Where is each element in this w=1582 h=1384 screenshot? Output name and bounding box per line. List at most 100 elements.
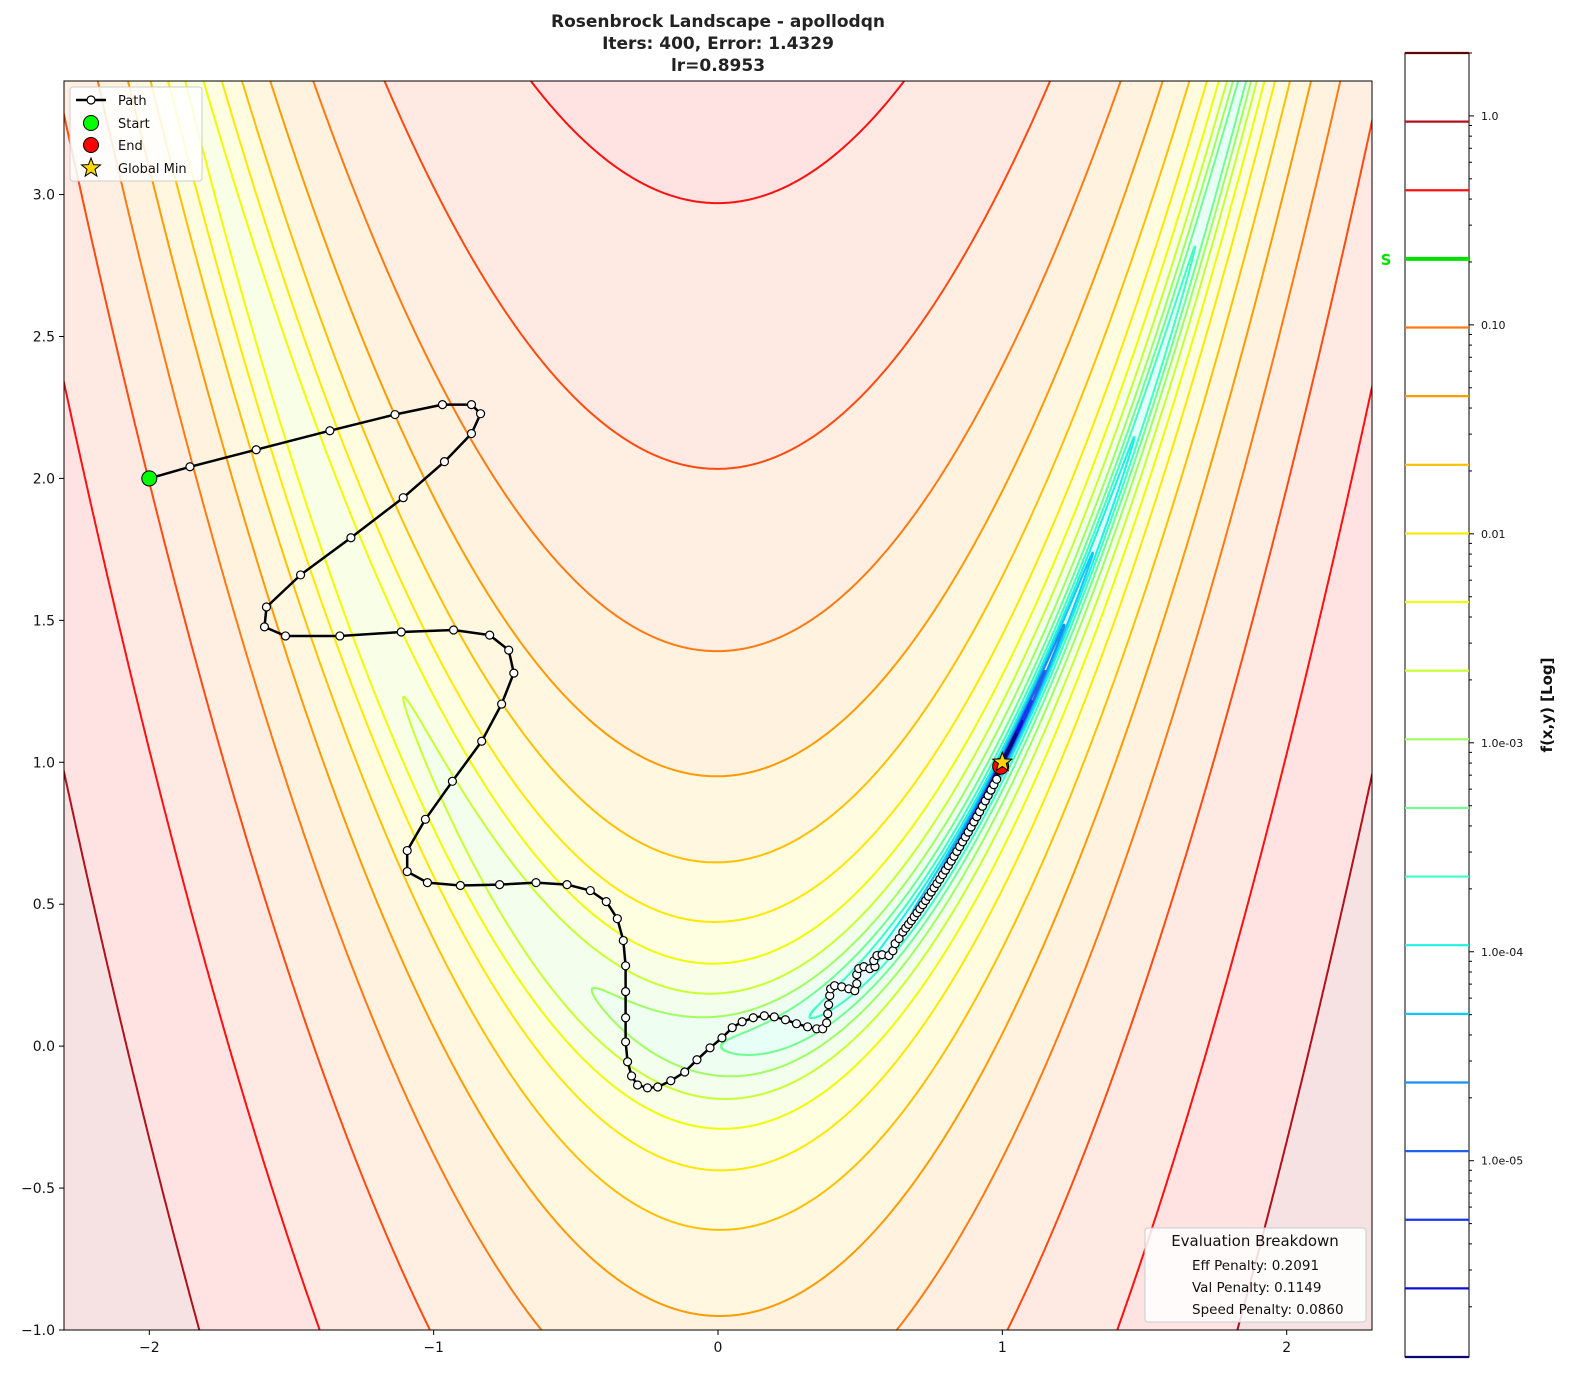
legend-end-marker: [83, 137, 99, 153]
start-marker: [141, 470, 158, 487]
path-point: [185, 462, 195, 472]
path-point: [398, 493, 408, 503]
path-point: [759, 1011, 769, 1021]
contour-line: [96, 81, 1342, 1330]
contour-line: [808, 245, 1197, 1020]
contour-line: [127, 81, 1313, 1317]
path-point: [390, 409, 400, 420]
path-point: [653, 1082, 663, 1092]
path-point: [448, 625, 459, 635]
path-point: [727, 1023, 737, 1033]
path-point: [620, 987, 631, 997]
y-tick-label: 3.0: [33, 188, 55, 204]
path-point: [396, 627, 406, 637]
path-point: [601, 897, 611, 907]
legend-start-label: Start: [118, 117, 150, 132]
contour-line: [184, 81, 1266, 1130]
y-tick-label: 2.5: [33, 329, 55, 345]
contour-line: [64, 110, 1372, 1330]
path-point: [477, 736, 487, 746]
chart-title: Rosenbrock Landscape - apollodqn Iters: …: [551, 12, 885, 76]
colorbar-frame: [1404, 52, 1470, 1358]
path-point: [437, 400, 448, 410]
y-tick-label: 0.5: [33, 897, 55, 913]
colorbar-tick-label: 0.01: [1481, 528, 1506, 541]
contour-fill-base: [185, 81, 1265, 1129]
path-point: [791, 1019, 802, 1029]
path-point: [666, 1076, 676, 1086]
path-point: [620, 1013, 631, 1023]
path-point: [562, 880, 572, 890]
path-point: [447, 776, 458, 786]
x-axis: −2 −1 0 1 2: [139, 1330, 1291, 1356]
colorbar-tick-label: 1.0e-05: [1481, 1155, 1523, 1168]
colorbar: S f(x,y) [Log] 1.0 0.10 0.01 1.0e-03 1.0e-04…: [1381, 51, 1556, 1359]
path-point: [455, 880, 465, 891]
legend-start-marker: [83, 115, 99, 131]
path-point: [504, 645, 514, 655]
path-point: [335, 631, 345, 641]
colorbar-label: f(x,y) [Log]: [1538, 658, 1556, 753]
path-point: [622, 1057, 633, 1067]
path-point: [823, 1009, 833, 1019]
path-point: [769, 1012, 779, 1022]
legend-star-icon: [80, 156, 102, 178]
global-min-star-icon: [991, 750, 1014, 772]
path-point: [422, 878, 432, 888]
contour-line: [402, 81, 1258, 1100]
speed-penalty: Speed Penalty: 0.0860: [1192, 1302, 1344, 1318]
contour-fill-base: [97, 81, 1341, 1330]
contour-line: [167, 81, 1277, 1172]
path-point: [495, 880, 505, 890]
path-point: [259, 622, 270, 632]
path-point: [780, 1015, 790, 1025]
path-point: [439, 457, 450, 467]
title-line-3: lr=0.8953: [671, 56, 765, 76]
path-point: [251, 445, 261, 455]
path-point: [531, 878, 541, 888]
path-point: [261, 602, 272, 612]
contour-line: [312, 81, 1122, 653]
contour-line: [220, 81, 1208, 923]
y-tick-label: 2.0: [33, 471, 55, 487]
path-point: [585, 885, 595, 896]
path-point: [822, 1018, 832, 1028]
contour-line: [529, 81, 906, 205]
colorbar-tick-label: 1.0: [1481, 110, 1499, 123]
path-point: [475, 409, 486, 419]
path-point: [852, 979, 862, 989]
x-tick-label: −1: [423, 1340, 444, 1356]
path-point: [466, 428, 477, 439]
path-point: [466, 400, 477, 410]
legend-box: [69, 86, 203, 182]
y-tick-label: 1.5: [33, 613, 55, 629]
path-point: [325, 426, 335, 436]
y-tick-label: 0.0: [33, 1039, 55, 1055]
y-axis: −1.0 −0.5 0.0 0.5 1.0 1.5 2.0 2.5 3.0: [21, 188, 64, 1339]
path-point: [280, 631, 291, 641]
path-point: [346, 533, 356, 543]
contour-line: [720, 81, 1248, 1056]
contour-line: [269, 81, 1164, 778]
y-tick-label: 1.0: [33, 755, 55, 771]
path-point: [612, 914, 622, 924]
path-point: [692, 1055, 702, 1065]
path-point: [705, 1043, 715, 1053]
legend-globalmin-label: Global Min: [118, 162, 187, 177]
path-point: [632, 1080, 643, 1090]
x-tick-label: −2: [139, 1340, 160, 1356]
legend-path-label: Path: [118, 94, 147, 109]
contour-line: [383, 81, 1052, 470]
evaluation-title: Evaluation Breakdown: [1171, 1232, 1339, 1250]
markers: [141, 470, 1014, 775]
legend-end-label: End: [118, 139, 143, 154]
x-tick-label: 2: [1282, 1340, 1291, 1356]
path-point: [420, 814, 431, 824]
path-point: [642, 1083, 653, 1093]
plot-area: [64, 81, 1372, 1330]
evaluation-box: Evaluation Breakdown Eff Penalty: 0.2091…: [1144, 1227, 1367, 1323]
x-tick-label: 1: [998, 1340, 1007, 1356]
path-point: [737, 1017, 747, 1027]
path-point: [509, 668, 519, 678]
title-line-2: Iters: 400, Error: 1.4329: [602, 34, 834, 54]
